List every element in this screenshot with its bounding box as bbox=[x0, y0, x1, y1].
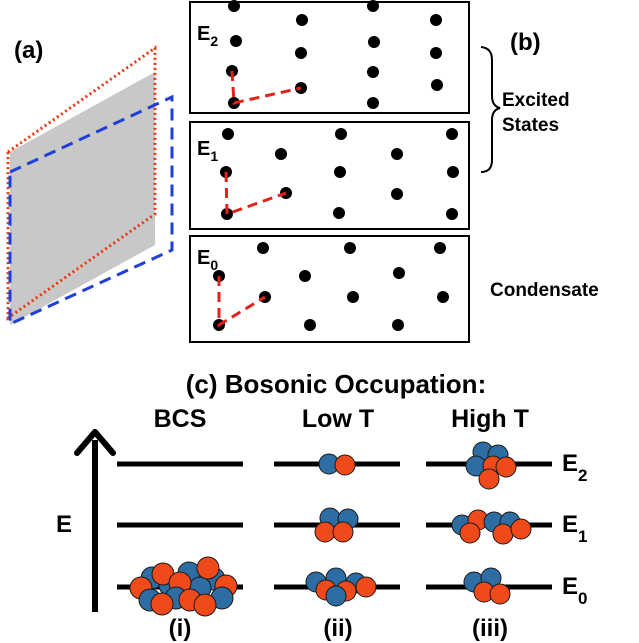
svg-text:E2: E2 bbox=[562, 450, 587, 485]
lattice-dot bbox=[368, 36, 380, 48]
column-header-low-t: Low T bbox=[302, 405, 374, 433]
energy-symbol: E bbox=[197, 23, 210, 45]
blue-dashed-plane bbox=[8, 94, 174, 327]
red-boson bbox=[355, 576, 377, 598]
condensate-label: Condensate bbox=[490, 280, 599, 301]
excited-states-brace bbox=[480, 46, 501, 173]
box-frame bbox=[189, 235, 470, 343]
energy-axis-label: E bbox=[56, 511, 72, 538]
state-box-e2: E2 bbox=[189, 0, 470, 114]
red-boson bbox=[150, 592, 174, 616]
svg-text:E2: E2 bbox=[197, 23, 218, 49]
lattice-dots bbox=[213, 242, 449, 331]
svg-text:E0: E0 bbox=[197, 247, 218, 273]
box-frame bbox=[189, 121, 470, 230]
lattice-dot bbox=[304, 319, 316, 331]
column-header-bcs: BCS bbox=[154, 405, 207, 433]
lattice-dots bbox=[226, 0, 443, 109]
column-roman-iii: (iii) bbox=[472, 615, 508, 642]
lattice-dot bbox=[230, 35, 242, 47]
gray-plane bbox=[10, 72, 155, 325]
lattice-dot bbox=[228, 0, 240, 12]
lattice-dot bbox=[437, 291, 449, 303]
lattice-dot bbox=[367, 66, 379, 78]
lattice-dot bbox=[296, 14, 308, 26]
lattice-dot bbox=[430, 14, 442, 26]
lattice-dot bbox=[430, 47, 442, 59]
energy-symbol: E bbox=[197, 247, 210, 269]
lattice-vectors bbox=[230, 70, 302, 105]
column-roman-i: (i) bbox=[169, 615, 192, 642]
lattice-dot bbox=[334, 166, 346, 178]
lattice-dot bbox=[367, 97, 379, 109]
lattice-dot bbox=[446, 208, 458, 220]
lattice-dot bbox=[393, 267, 405, 279]
lattice-dots bbox=[220, 128, 459, 220]
lattice-dot bbox=[392, 319, 404, 331]
red-boson bbox=[510, 518, 532, 540]
panel-a-label: (a) bbox=[14, 37, 43, 64]
excited-label-line1: Excited bbox=[502, 90, 570, 111]
energy-symbol: E bbox=[197, 138, 210, 160]
blue-boson bbox=[325, 585, 347, 607]
red-boson bbox=[193, 593, 217, 617]
level-e1-subscript: 1 bbox=[578, 527, 587, 546]
lattice-dot bbox=[257, 242, 269, 254]
lattice-dot bbox=[333, 207, 345, 219]
svg-text:E1: E1 bbox=[197, 138, 218, 164]
energy-subscript: 0 bbox=[210, 257, 218, 273]
lattice-dot bbox=[431, 79, 443, 91]
red-boson bbox=[196, 556, 220, 580]
column-header-high-t: High T bbox=[451, 405, 529, 433]
lattice-dot bbox=[446, 128, 458, 140]
red-boson bbox=[314, 521, 336, 543]
level-e0-subscript: 0 bbox=[578, 589, 587, 608]
level-e2-subscript: 2 bbox=[578, 466, 587, 485]
energy-axis-arrow bbox=[74, 429, 116, 612]
red-boson bbox=[334, 454, 356, 476]
level-e0-symbol: E bbox=[562, 573, 578, 600]
lattice-dot bbox=[295, 47, 307, 59]
svg-text:E0: E0 bbox=[562, 573, 587, 608]
lattice-vectors bbox=[224, 171, 287, 217]
panel-c-title: (c) Bosonic Occupation: bbox=[186, 369, 486, 399]
red-boson bbox=[478, 468, 500, 490]
orange-dotted-plane bbox=[6, 45, 157, 321]
lattice-dot bbox=[299, 270, 311, 282]
boson-particles bbox=[129, 441, 532, 617]
level-e2-symbol: E bbox=[562, 450, 578, 477]
lattice-dot bbox=[221, 208, 233, 220]
red-boson bbox=[495, 456, 517, 478]
lattice-dot bbox=[434, 242, 446, 254]
box-frame bbox=[189, 1, 470, 114]
excited-label-line2: States bbox=[502, 115, 559, 136]
level-e1-symbol: E bbox=[562, 511, 578, 538]
svg-text:E1: E1 bbox=[562, 511, 587, 546]
lattice-dot bbox=[222, 128, 234, 140]
red-boson bbox=[492, 523, 514, 545]
panel-b-label: (b) bbox=[510, 29, 541, 56]
red-boson bbox=[459, 522, 481, 544]
lattice-plane-illustration bbox=[6, 45, 174, 327]
energy-subscript: 2 bbox=[210, 33, 218, 49]
lattice-dot bbox=[275, 148, 287, 160]
lattice-dot bbox=[391, 148, 403, 160]
state-box-e0: E0 bbox=[189, 235, 470, 343]
lattice-dot bbox=[335, 128, 347, 140]
column-roman-ii: (ii) bbox=[323, 615, 352, 642]
red-boson bbox=[332, 521, 354, 543]
lattice-dot bbox=[391, 188, 403, 200]
red-boson bbox=[489, 583, 511, 605]
state-box-e1: E1 bbox=[189, 121, 470, 230]
lattice-dot bbox=[347, 291, 359, 303]
lattice-vectors bbox=[217, 276, 266, 328]
lattice-dot bbox=[447, 166, 459, 178]
lattice-dot bbox=[344, 242, 356, 254]
lattice-dot bbox=[367, 0, 379, 12]
energy-subscript: 1 bbox=[210, 148, 218, 164]
